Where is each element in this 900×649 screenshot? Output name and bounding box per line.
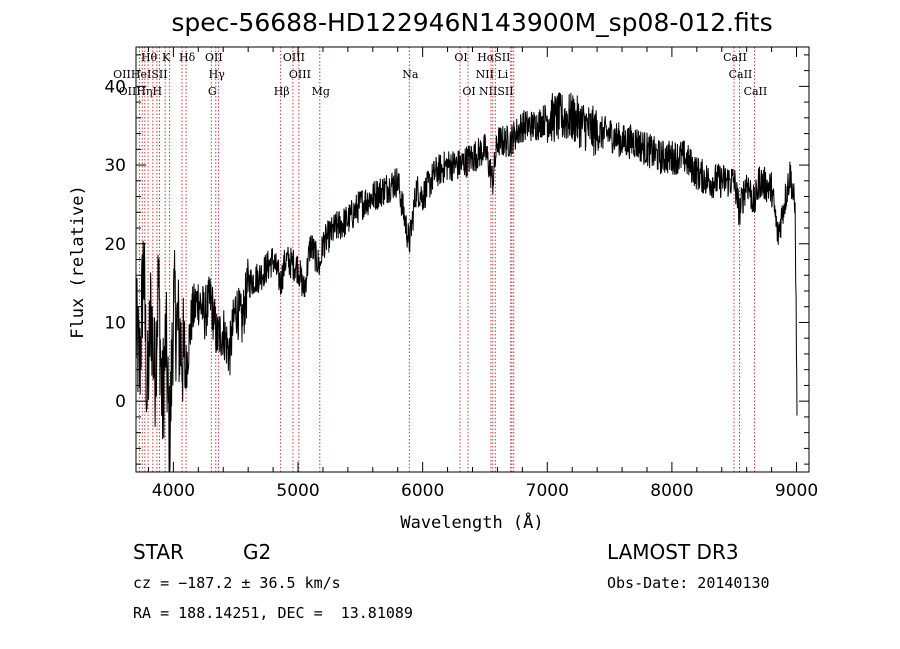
spectral-line-label: HαSII bbox=[477, 51, 510, 64]
spectral-line-label: G bbox=[208, 85, 217, 98]
line-markers bbox=[138, 47, 755, 472]
spectral-line-label: OII bbox=[205, 51, 223, 64]
x-tick-label: 5000 bbox=[276, 481, 319, 501]
y-axis-label: Flux (relative) bbox=[68, 185, 88, 339]
spectral-line-label: NIISII bbox=[479, 85, 514, 98]
plot-frame bbox=[135, 46, 810, 473]
spectral-line-label: OIIHηH bbox=[119, 85, 162, 98]
y-tick-label: 20 bbox=[104, 235, 126, 255]
spectral-line-label: OI bbox=[462, 85, 475, 98]
survey-name: LAMOST DR3 bbox=[607, 540, 739, 564]
y-tick-label: 0 bbox=[115, 392, 126, 412]
x-tick-label: 4000 bbox=[152, 481, 195, 501]
spectral-line-label: OIII bbox=[289, 68, 311, 81]
redshift-velocity: cz = −187.2 ± 36.5 km/s bbox=[133, 574, 341, 592]
x-tick-label: 8000 bbox=[650, 481, 693, 501]
spectral-line-label: CaII bbox=[744, 85, 768, 98]
spectral-line-label: Hγ bbox=[209, 68, 226, 81]
object-class: STAR bbox=[133, 540, 184, 564]
y-tick-label: 10 bbox=[104, 313, 126, 333]
spectral-line-label: OIIHeISII bbox=[113, 68, 167, 81]
y-axis: 0 10 20 30 40 bbox=[104, 54, 809, 465]
spectral-line-label: CaII bbox=[723, 51, 747, 64]
spectral-line-label: Hβ bbox=[274, 85, 290, 98]
x-tick-label: 7000 bbox=[526, 481, 569, 501]
object-subclass: G2 bbox=[243, 540, 272, 564]
spectral-line-label: OIII bbox=[283, 51, 305, 64]
x-axis-label: Wavelength (Å) bbox=[400, 511, 543, 533]
spectral-line-labels: Hθ K Hδ OII OIII OI HαSII CaII OIIHeISII Hγ OIII Na… bbox=[113, 51, 767, 98]
x-axis: 4000 5000 6000 7000 8000 9000 bbox=[147, 47, 818, 501]
y-tick-label: 40 bbox=[104, 77, 126, 97]
spectral-line-label: Hθ bbox=[141, 51, 158, 64]
spectral-line-label: K bbox=[162, 51, 171, 64]
spectral-line-label: NII Li bbox=[476, 68, 509, 81]
spectral-line-label: Mg bbox=[312, 85, 330, 98]
observation-date: Obs-Date: 20140130 bbox=[607, 574, 770, 592]
chart-title: spec-56688-HD122946N143900M_sp08-012.fit… bbox=[171, 8, 772, 37]
spectrum-series bbox=[135, 92, 798, 473]
spectral-line-label: CaII bbox=[729, 68, 753, 81]
y-tick-label: 30 bbox=[104, 156, 126, 176]
spectral-line-label: Hδ bbox=[179, 51, 196, 64]
spectral-line-label: OI bbox=[454, 51, 467, 64]
x-tick-label: 9000 bbox=[775, 481, 818, 501]
x-tick-label: 6000 bbox=[401, 481, 444, 501]
coordinates: RA = 188.14251, DEC = 13.81089 bbox=[133, 604, 413, 622]
spectral-line-label: Na bbox=[402, 68, 419, 81]
